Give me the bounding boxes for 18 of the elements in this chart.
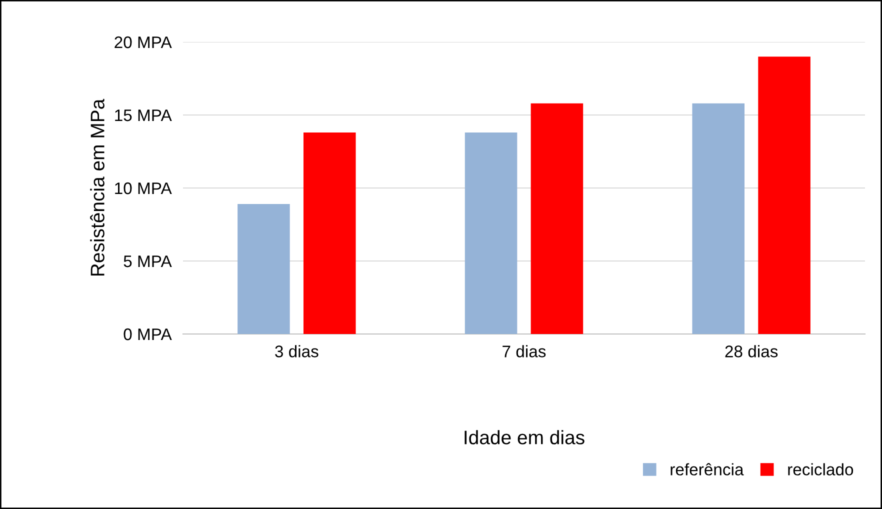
y-tick-label: 5 MPA xyxy=(124,256,172,268)
bar xyxy=(692,103,745,334)
x-tick-label: 28 dias xyxy=(725,345,778,358)
y-tick-label: 20 MPA xyxy=(114,36,172,48)
y-axis-title: Resistência em MPa xyxy=(90,98,104,276)
x-tick-label: 7 dias xyxy=(502,345,546,358)
bar xyxy=(464,132,518,334)
bar xyxy=(530,103,584,334)
y-tick-label: 0 MPA xyxy=(124,328,172,340)
bar xyxy=(238,204,290,334)
legend-label: referência xyxy=(670,463,744,476)
x-tick-label: 3 dias xyxy=(275,345,318,358)
bar xyxy=(303,132,356,334)
bar xyxy=(758,56,810,334)
x-axis-title: Idade em dias xyxy=(464,430,584,444)
legend-label: reciclado xyxy=(788,463,854,476)
y-tick-label: 15 MPA xyxy=(115,110,172,122)
y-tick-label: 10 MPA xyxy=(115,182,172,194)
